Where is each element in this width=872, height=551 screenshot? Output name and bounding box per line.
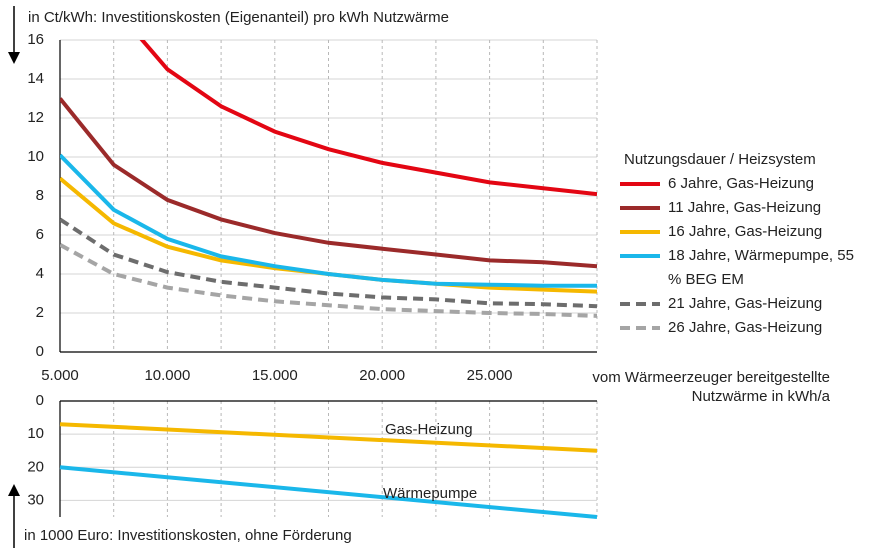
y-tick-label: 0 [36, 343, 44, 360]
y-axis-title: in 1000 Euro: Investitionskosten, ohne F… [24, 527, 352, 544]
legend-label: 6 Jahre, Gas-Heizung [668, 175, 814, 192]
x-tick-label: 10.000 [144, 367, 190, 384]
legend-swatch [620, 206, 660, 210]
x-tick-label: 15.000 [252, 367, 298, 384]
y-tick-label: 2 [36, 304, 44, 321]
x-axis-title: Nutzwärme in kWh/a [692, 388, 831, 405]
legend-swatch [620, 254, 660, 258]
line-series [60, 97, 597, 269]
x-tick-label: 20.000 [359, 367, 405, 384]
legend-item: 16 Jahre, Gas-Heizung [612, 220, 862, 244]
line-series [59, 422, 598, 453]
y-tick-label: 8 [36, 187, 44, 204]
y-tick-label: 14 [27, 70, 44, 87]
y-tick-label: 12 [27, 109, 44, 126]
y-tick-label: 6 [36, 226, 44, 243]
x-tick-label: 5.000 [41, 367, 79, 384]
line-series [60, 243, 597, 318]
line-series [60, 153, 597, 288]
y-tick-label: 10 [27, 425, 44, 442]
legend-item: 6 Jahre, Gas-Heizung [612, 172, 862, 196]
legend-label: 26 Jahre, Gas-Heizung [668, 319, 823, 336]
legend-label: 18 Jahre, Wärmepumpe, 55 % BEG EM [668, 247, 854, 288]
y-tick-label: 20 [27, 458, 44, 475]
y-tick-label: 16 [27, 31, 44, 48]
legend-swatch [620, 182, 660, 186]
legend-title: Nutzungsdauer / Heizsystem [624, 151, 816, 168]
y-tick-label: 0 [36, 392, 44, 409]
legend-label: 21 Jahre, Gas-Heizung [668, 295, 823, 312]
x-axis-title: vom Wärmeerzeuger bereitgestellte [592, 369, 830, 386]
y-tick-label: 10 [27, 148, 44, 165]
line-label: Wärmepumpe [383, 485, 477, 502]
legend-item: 18 Jahre, Wärmepumpe, 55 % BEG EM [612, 244, 862, 292]
line-series [60, 217, 597, 309]
line-series [59, 465, 598, 519]
legend-label: 16 Jahre, Gas-Heizung [668, 223, 823, 240]
legend-swatch [620, 230, 660, 234]
legend-item: 21 Jahre, Gas-Heizung [612, 292, 862, 316]
legend-item: 11 Jahre, Gas-Heizung [612, 196, 862, 220]
y-tick-label: 30 [27, 491, 44, 508]
y-tick-label: 4 [36, 265, 44, 282]
line-series [139, 40, 597, 197]
legend-swatch [620, 326, 660, 330]
x-tick-label: 25.000 [467, 367, 513, 384]
chart-title: in Ct/kWh: Investitionskosten (Eigenante… [28, 9, 449, 26]
line-label: Gas-Heizung [385, 421, 473, 438]
legend-label: 11 Jahre, Gas-Heizung [668, 199, 822, 216]
legend-item: 26 Jahre, Gas-Heizung [612, 316, 862, 340]
legend-swatch [620, 302, 660, 306]
legend: Nutzungsdauer / Heizsystem 6 Jahre, Gas-… [612, 148, 862, 340]
